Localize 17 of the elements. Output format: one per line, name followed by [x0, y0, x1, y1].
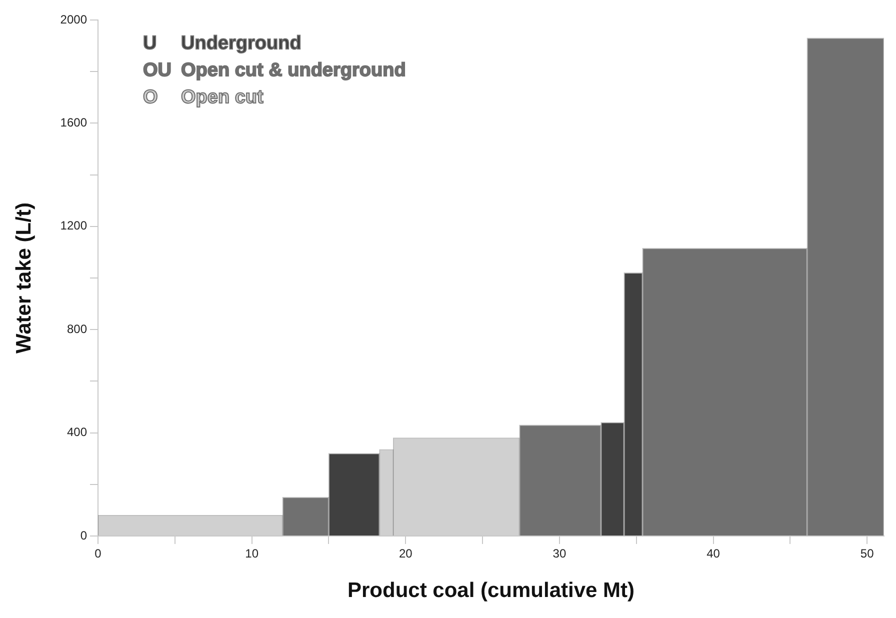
x-tick-label: 0	[94, 546, 102, 561]
x-tick-label: 40	[706, 546, 720, 561]
x-axis-title: Product coal (cumulative Mt)	[347, 579, 635, 602]
text: OU Open cut & underground	[143, 59, 406, 83]
text: U Underground	[143, 33, 302, 54]
y-tick-label: 0	[80, 528, 88, 542]
y-axis-title: Water take (L/t)	[12, 202, 36, 354]
y-tick-label: 2000	[60, 12, 88, 26]
y-tick-label: 400	[66, 425, 88, 440]
x-tick-label: 20	[398, 546, 413, 561]
y-tick-label: 800	[66, 322, 88, 336]
y-tick-label: 1200	[60, 218, 88, 233]
text: O Open cut	[143, 87, 264, 108]
x-tick-label: 50	[860, 546, 874, 561]
x-tick-label: 10	[245, 546, 259, 561]
x-tick-label: 30	[552, 546, 566, 561]
y-tick-label: 1600	[60, 116, 88, 130]
